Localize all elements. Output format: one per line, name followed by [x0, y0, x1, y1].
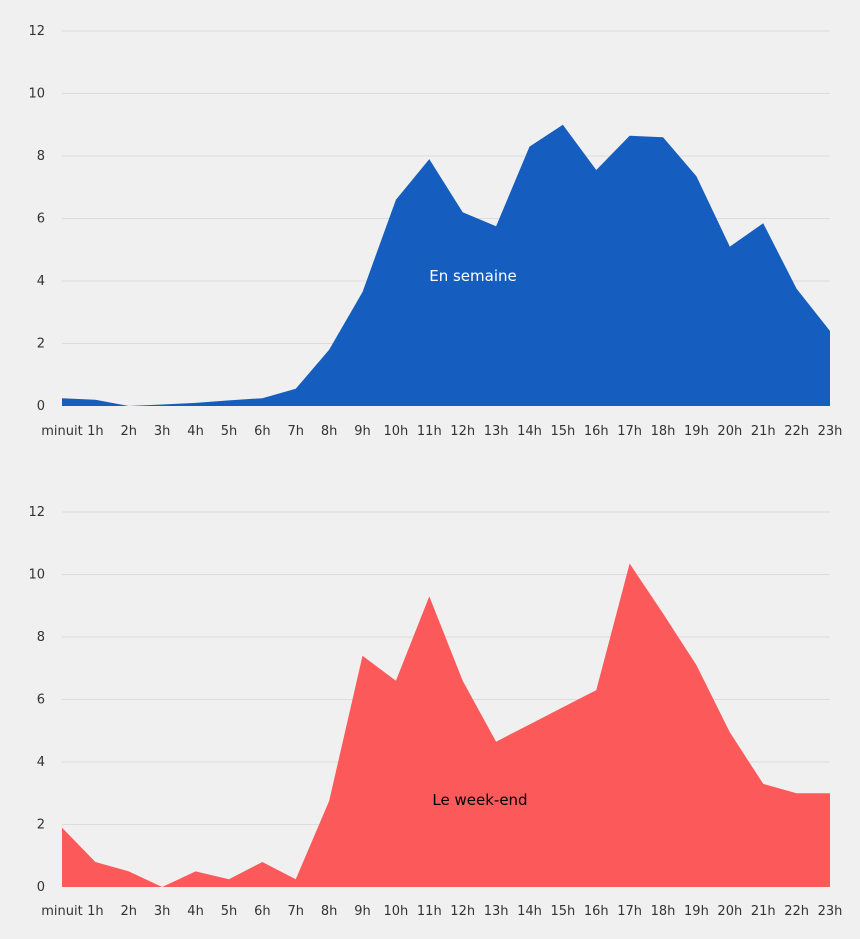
y-tick-label: 4 [37, 274, 45, 289]
x-tick-label: 5h [221, 904, 238, 919]
y-tick-label: 10 [28, 568, 45, 583]
x-tick-label: 19h [684, 424, 709, 439]
x-tick-label: 12h [450, 424, 475, 439]
x-tick-label: 17h [617, 424, 642, 439]
y-tick-label: 0 [37, 880, 45, 895]
x-tick-label: 18h [651, 424, 676, 439]
y-tick-label: 2 [37, 818, 45, 833]
y-tick-label: 6 [37, 212, 45, 227]
x-tick-label: 17h [617, 904, 642, 919]
x-tick-label: 16h [584, 904, 609, 919]
x-tick-label: 6h [254, 904, 271, 919]
x-tick-label: 8h [321, 424, 338, 439]
y-tick-label: 6 [37, 693, 45, 708]
y-tick-label: 12 [28, 24, 45, 39]
x-tick-label: 9h [354, 904, 371, 919]
x-tick-label: 14h [517, 424, 542, 439]
x-tick-label: 7h [287, 904, 304, 919]
x-tick-label: 4h [187, 904, 204, 919]
x-tick-label: 18h [651, 904, 676, 919]
x-tick-label: 12h [450, 904, 475, 919]
x-tick-label: 5h [221, 424, 238, 439]
x-tick-label: 21h [751, 424, 776, 439]
x-tick-label: 19h [684, 904, 709, 919]
y-tick-label: 2 [37, 337, 45, 352]
x-tick-label: 21h [751, 904, 776, 919]
y-tick-label: 12 [28, 505, 45, 520]
x-tick-label: minuit [41, 424, 82, 439]
y-tick-label: 4 [37, 755, 45, 770]
weekend-area [62, 563, 830, 887]
weekday-label: En semaine [429, 267, 517, 285]
x-tick-label: minuit [41, 904, 82, 919]
x-tick-label: 7h [287, 424, 304, 439]
x-tick-label: 13h [484, 904, 509, 919]
x-tick-label: 10h [384, 904, 409, 919]
y-tick-label: 10 [28, 87, 45, 102]
x-tick-label: 16h [584, 424, 609, 439]
x-tick-label: 15h [550, 424, 575, 439]
x-tick-label: 15h [550, 904, 575, 919]
x-tick-label: 4h [187, 424, 204, 439]
x-tick-label: 20h [717, 424, 742, 439]
x-tick-label: 11h [417, 904, 442, 919]
y-tick-label: 8 [37, 149, 45, 164]
weekend-label: Le week-end [432, 791, 527, 809]
x-tick-label: 23h [818, 424, 843, 439]
x-tick-label: 13h [484, 424, 509, 439]
x-tick-label: 2h [121, 424, 138, 439]
y-tick-label: 0 [37, 399, 45, 414]
weekday-chart: 0 2 4 6 8 10 12 minuit 1h 2h 3h 4h 5h 6h 7h 8h 9h 10h 11h 1… [28, 24, 842, 439]
x-tick-label: 22h [784, 424, 809, 439]
x-tick-label: 3h [154, 424, 171, 439]
x-tick-label: 2h [121, 904, 138, 919]
x-tick-label: 6h [254, 424, 271, 439]
x-tick-label: 22h [784, 904, 809, 919]
x-tick-label: 10h [384, 424, 409, 439]
weekday-area [62, 124, 830, 406]
x-tick-label: 1h [87, 904, 104, 919]
x-tick-label: 8h [321, 904, 338, 919]
x-tick-label: 3h [154, 904, 171, 919]
y-tick-label: 8 [37, 630, 45, 645]
x-tick-label: 1h [87, 424, 104, 439]
x-tick-label: 11h [417, 424, 442, 439]
x-tick-label: 9h [354, 424, 371, 439]
x-tick-label: 20h [717, 904, 742, 919]
x-tick-label: 14h [517, 904, 542, 919]
x-tick-label: 23h [818, 904, 843, 919]
weekend-chart: 0 2 4 6 8 10 12 minuit 1h 2h 3h 4h 5h 6h 7h 8h 9h 10h 11h 1… [28, 505, 842, 919]
